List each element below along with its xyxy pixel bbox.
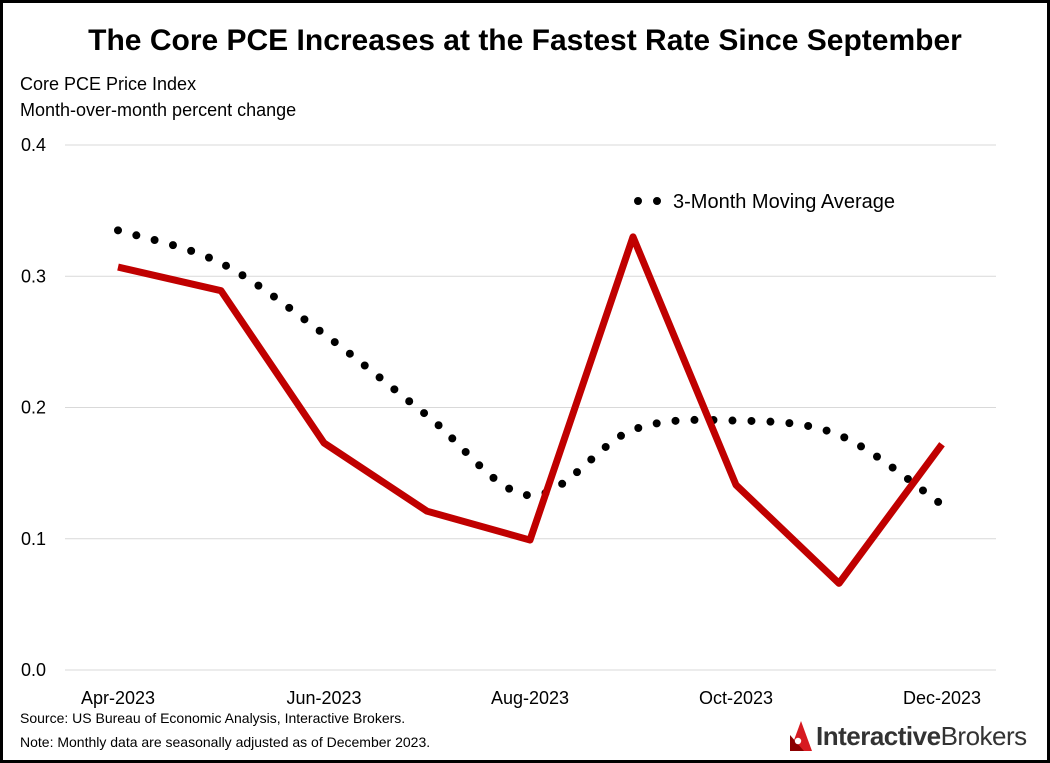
x-tick-label: Oct-2023: [699, 688, 773, 708]
legend-label: 3-Month Moving Average: [673, 191, 895, 213]
y-tick-label: 0.2: [21, 398, 46, 418]
x-tick-label: Jun-2023: [286, 688, 361, 708]
interactive-brokers-logo-icon: [790, 721, 812, 751]
y-axis-ticks: 0.0 0.1 0.2 0.3 0.4: [21, 135, 46, 680]
legend: 3-Month Moving Average: [634, 191, 895, 213]
y-tick-label: 0.3: [21, 266, 46, 286]
x-tick-label: Aug-2023: [491, 688, 569, 708]
moving-average-line: [114, 226, 946, 509]
brand-name-part-2: Brokers: [940, 720, 1028, 751]
x-tick-label: Dec-2023: [903, 688, 981, 708]
core-pce-line: [117, 233, 945, 587]
core-pce-series: [117, 233, 945, 587]
chart-title: The Core PCE Increases at the Fastest Ra…: [88, 24, 962, 57]
chart-subtitle-line-2: Month-over-month percent change: [20, 100, 297, 120]
x-axis-ticks: Apr-2023 Jun-2023 Aug-2023 Oct-2023 Dec-2023: [81, 688, 981, 708]
adjustment-note: Note: Monthly data are seasonally adjust…: [20, 734, 431, 750]
y-tick-label: 0.0: [21, 660, 46, 680]
chart-subtitle-line-1: Core PCE Price Index: [20, 74, 197, 94]
brand-logo: Interactive Brokers: [790, 718, 1027, 754]
x-tick-label: Apr-2023: [81, 688, 155, 708]
y-tick-label: 0.1: [21, 529, 46, 549]
y-tick-label: 0.4: [21, 135, 46, 155]
brand-name-part-1: Interactive: [816, 720, 941, 751]
gridlines: [65, 144, 996, 671]
source-note: Source: US Bureau of Economic Analysis, …: [20, 710, 406, 726]
moving-average-series: [114, 226, 946, 509]
